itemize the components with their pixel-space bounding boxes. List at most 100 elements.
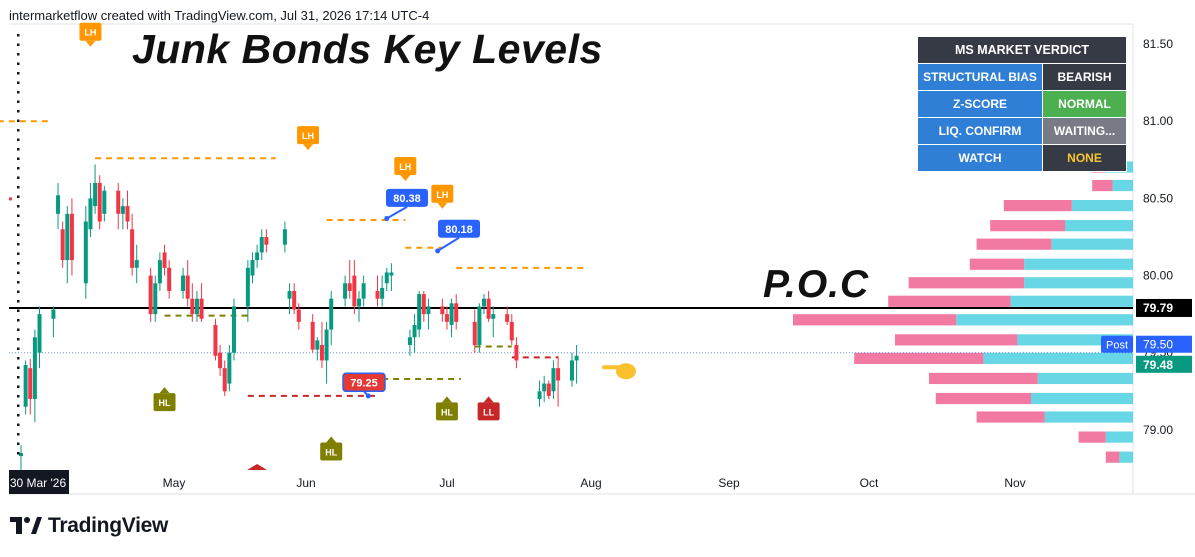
edge-dot (17, 233, 20, 236)
edge-dot (17, 91, 20, 94)
attribution-text: intermarketflow created with TradingView… (9, 8, 430, 23)
edge-dot (17, 300, 20, 303)
pointing-hand-icon (616, 363, 636, 380)
x-tick-label: Jun (296, 476, 315, 490)
candle-down (292, 290, 297, 310)
x-tick-label: Sep (718, 476, 740, 490)
candle-up (343, 283, 348, 299)
edge-dot (17, 452, 20, 455)
tradingview-logo[interactable]: TradingView (10, 514, 168, 538)
edge-dot (17, 271, 20, 274)
candle-up (227, 352, 232, 384)
candle-up (102, 190, 107, 214)
candle-up (482, 298, 486, 307)
candle-down (167, 267, 172, 291)
candle-up (477, 306, 482, 345)
candle-up (259, 236, 264, 253)
y-tick-label: 80.50 (1143, 191, 1173, 205)
candle-down (421, 294, 426, 315)
candle-up (37, 314, 42, 353)
x-tick-label: Aug (580, 476, 601, 490)
vp-up-bar (983, 352, 1133, 364)
marker-lh-pointer (85, 40, 96, 47)
candle-down (375, 290, 380, 299)
marker-lh-label: LH (399, 162, 411, 172)
edge-dot (17, 148, 20, 151)
candle-up (491, 314, 496, 319)
callout-anchor (384, 215, 390, 221)
verdict-label-z-score: Z-SCORE (917, 90, 1043, 118)
candle-up (417, 294, 422, 330)
y-tick-label: 79.00 (1143, 423, 1173, 437)
vp-up-bar (1017, 334, 1133, 346)
candle-up (356, 298, 361, 307)
post-tag-label: Post (1106, 340, 1128, 352)
vp-down-bar (1078, 431, 1106, 443)
candle-up (384, 272, 389, 284)
edge-dot (17, 81, 20, 84)
x-tick-label: Oct (860, 476, 879, 490)
edge-dot (17, 252, 20, 255)
callout-box (386, 188, 428, 207)
edge-dot (17, 129, 20, 132)
edge-dot (17, 328, 20, 331)
verdict-label-liq-confirm: LIQ. CONFIRM (917, 117, 1043, 145)
candle-up (194, 298, 199, 315)
candle-up (120, 206, 125, 214)
callout-label: 79.25 (350, 377, 378, 389)
vp-up-bar (956, 314, 1133, 326)
marker-hl-label: HL (441, 407, 453, 417)
candle-up (537, 391, 542, 400)
vp-down-bar (976, 411, 1045, 423)
candle-down (505, 314, 510, 322)
x-tick-label: Jul (439, 476, 454, 490)
candle-down (546, 383, 551, 396)
edge-dot (17, 404, 20, 407)
candle-down (213, 324, 218, 356)
x-tick-label: 30 Mar '26 (10, 476, 67, 490)
vp-up-bar (1024, 258, 1133, 270)
marker-lh-pointer (400, 174, 411, 181)
verdict-label-structural-bias: STRUCTURAL BIAS (917, 63, 1043, 91)
candle-up (250, 260, 255, 276)
candle-up (88, 198, 93, 230)
candle-down (347, 283, 352, 291)
candle-up (32, 337, 37, 400)
candle-down (97, 182, 102, 222)
vp-up-bar (1051, 238, 1133, 250)
edge-dot (17, 376, 20, 379)
edge-dot (17, 347, 20, 350)
candle-up (23, 365, 28, 407)
verdict-value-z-score: NORMAL (1042, 90, 1127, 118)
vp-up-bar (1024, 277, 1133, 289)
candle-up (56, 195, 61, 214)
marker-hl-pointer (441, 396, 452, 403)
candle-down (116, 190, 121, 214)
post-tag (1101, 335, 1133, 353)
decorations (9, 34, 636, 455)
marker-ll-label: LL (483, 407, 494, 417)
edge-dot (17, 395, 20, 398)
marker-hl-badge (435, 402, 458, 421)
x-tick-label: May (163, 476, 186, 490)
candle-up (282, 229, 287, 245)
candle-up (542, 383, 547, 392)
candle-up (324, 329, 329, 361)
marker-lh-pointer (303, 144, 314, 151)
candle-down (60, 229, 65, 261)
marker-hl-pointer (326, 436, 337, 443)
verdict-value-structural-bias: BEARISH (1042, 63, 1127, 91)
edge-dot (17, 414, 20, 417)
left-edge-marker (9, 197, 12, 201)
marker-ll-pointer-edge (247, 464, 268, 470)
candle-up (51, 309, 56, 319)
candle-up (315, 340, 320, 350)
candle-up (389, 272, 394, 276)
candle-down (486, 298, 491, 319)
edge-dot (17, 100, 20, 103)
candle-up (245, 267, 250, 307)
vp-down-bar (854, 352, 984, 364)
edge-dot (17, 176, 20, 179)
edge-dot (17, 243, 20, 246)
candle-down (454, 303, 459, 322)
